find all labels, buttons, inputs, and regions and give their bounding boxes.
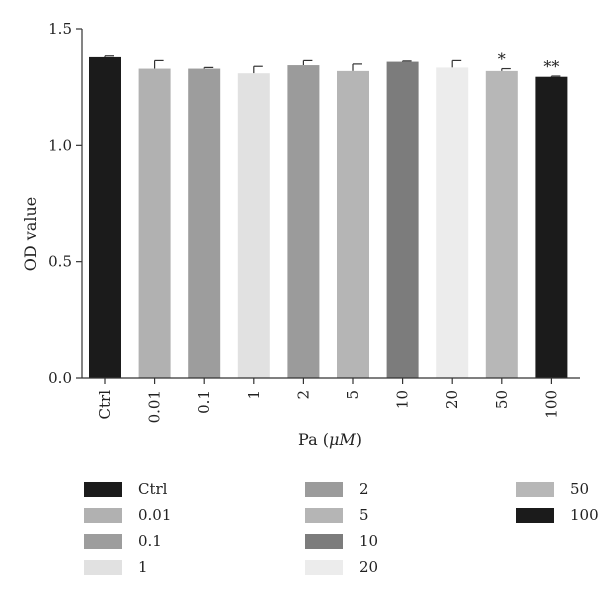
legend-item: 50 — [516, 479, 589, 499]
bar-chart: 0.00.51.01.5 * ** Ctrl 0.01 0.1 1 2 5 10 20 50 100… — [21, 20, 580, 449]
legend-item: 2 — [305, 479, 369, 499]
y-tick-label: 0.5 — [48, 253, 72, 271]
legend-item: 5 — [305, 505, 369, 525]
x-axis-label-unit: μM — [329, 430, 356, 449]
legend-item: 100 — [516, 505, 599, 525]
y-tick-label: 1.5 — [48, 20, 72, 38]
legend-label: 0.01 — [138, 506, 172, 524]
bar — [89, 56, 121, 379]
x-tick-label: 100 — [542, 390, 560, 419]
bar — [237, 73, 270, 378]
legend-label: 10 — [359, 532, 379, 550]
legend-label: Ctrl — [138, 480, 168, 498]
x-tick-label: 0.1 — [195, 390, 213, 414]
y-axis-label: OD value — [21, 197, 40, 272]
x-tick-label: 5 — [344, 390, 362, 400]
x-axis-label-close: ) — [356, 430, 362, 449]
legend-label: 0.1 — [138, 532, 162, 550]
legend-swatch — [305, 507, 343, 523]
bar — [138, 68, 171, 378]
significance-label: ** — [543, 57, 559, 76]
y-axis: 0.0 0.5 1.0 1.5 — [48, 20, 83, 387]
legend-swatch — [84, 533, 122, 549]
x-axis-label-text: Pa ( — [298, 430, 329, 449]
y-tick-label: 1.0 — [48, 136, 72, 154]
legend-label: 100 — [570, 506, 599, 524]
legend-label: 50 — [570, 480, 590, 498]
legend-item: 10 — [305, 531, 378, 551]
legend-swatch — [84, 559, 122, 575]
bar — [337, 70, 369, 378]
legend-swatch — [305, 533, 343, 549]
legend-item: 1 — [84, 557, 148, 577]
x-tick-label: 50 — [493, 390, 511, 409]
legend-label: 1 — [138, 558, 148, 576]
bars: * ** — [89, 50, 568, 379]
y-tick-label: 0.0 — [48, 369, 72, 387]
legend-item: 0.01 — [84, 505, 171, 525]
x-tick-label: 0.01 — [146, 390, 164, 423]
bar — [436, 67, 469, 378]
legend-swatch — [84, 481, 122, 497]
x-tick-label: 1 — [245, 390, 263, 400]
bar — [485, 70, 518, 378]
legend-item: 20 — [305, 557, 378, 577]
bar — [287, 65, 320, 379]
legend-swatch — [305, 559, 343, 575]
legend-item: Ctrl — [84, 479, 167, 499]
legend-label: 5 — [359, 506, 369, 524]
x-axis: Ctrl 0.01 0.1 1 2 5 10 20 50 100 — [82, 377, 580, 423]
significance-label: * — [498, 50, 506, 69]
x-axis-label: Pa (μM) — [298, 430, 362, 449]
legend-swatch — [516, 481, 554, 497]
legend-swatch — [84, 507, 122, 523]
x-tick-label: 2 — [294, 390, 312, 400]
legend-swatch — [516, 507, 554, 523]
bar — [188, 68, 221, 378]
legend-label: 2 — [359, 480, 369, 498]
bar — [535, 76, 568, 379]
x-tick-label: 10 — [394, 390, 412, 409]
legend-label: 20 — [359, 558, 379, 576]
x-tick-label: 20 — [443, 390, 461, 409]
x-tick-label: Ctrl — [96, 390, 114, 420]
bar — [386, 61, 419, 378]
legend-swatch — [305, 481, 343, 497]
legend-item: 0.1 — [84, 531, 162, 551]
